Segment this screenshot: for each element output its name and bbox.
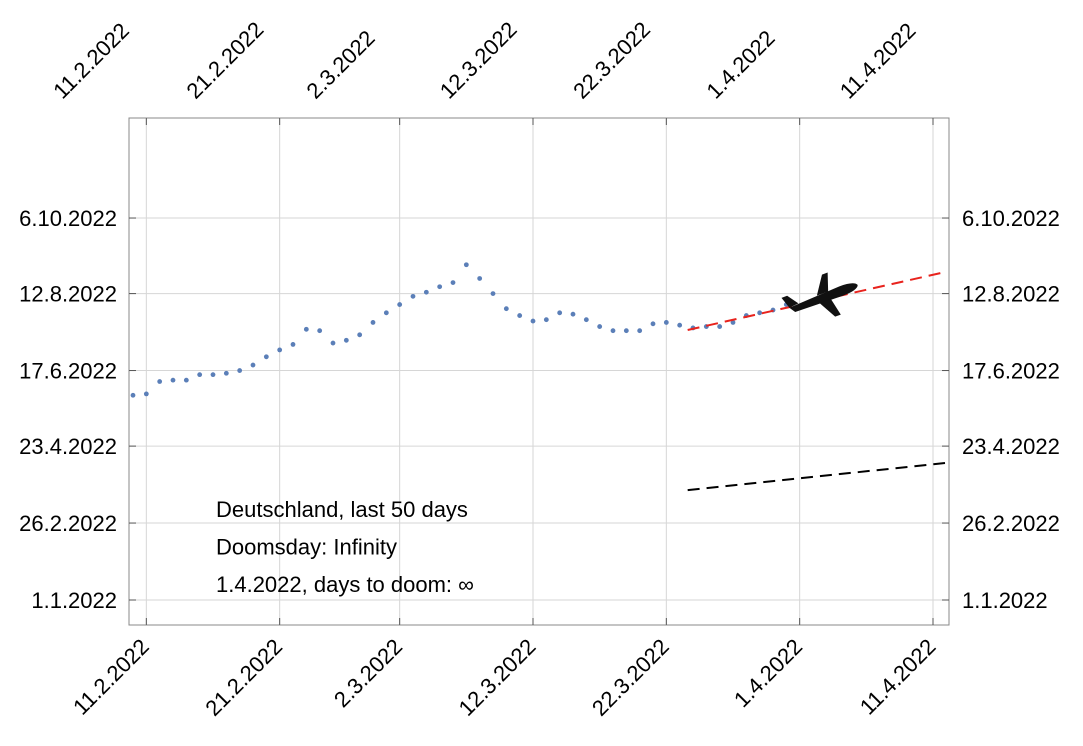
data-point (663, 320, 669, 325)
y-tick-label-right: 17.6.2022 (962, 359, 1060, 384)
x-tick-label: 2.3.2022 (329, 634, 407, 712)
data-point (130, 392, 136, 398)
data-point (490, 291, 496, 296)
x-tick-label-top: 1.4.2022 (702, 25, 780, 103)
y-tick-label-right: 6.10.2022 (962, 206, 1060, 231)
data-point (237, 368, 243, 373)
data-point (397, 302, 403, 307)
plot-frame (128, 117, 950, 626)
data-point (717, 324, 723, 329)
annotation: 1.4.2022, days to doom: ∞ (216, 572, 474, 597)
annotation: Deutschland, last 50 days (216, 497, 468, 522)
data-point (383, 310, 389, 316)
x-tick-label: 22.3.2022 (587, 634, 674, 721)
y-tick-label: 23.4.2022 (19, 434, 117, 459)
dashed-line (687, 462, 946, 492)
data-point (263, 354, 269, 360)
data-point (143, 391, 149, 397)
x-tick-label: 1.4.2022 (729, 634, 807, 712)
y-tick-label-right: 1.1.2022 (962, 588, 1048, 613)
data-point (503, 306, 509, 312)
data-point (410, 293, 416, 299)
data-point (530, 318, 536, 324)
grid (129, 118, 949, 625)
y-tick-label-right: 23.4.2022 (962, 434, 1060, 459)
data-point (730, 320, 736, 325)
data-point (183, 377, 189, 383)
data-point (303, 326, 309, 332)
data-point (343, 337, 349, 343)
x-tick-label-top: 22.3.2022 (568, 17, 655, 104)
data-point (370, 320, 376, 325)
x-tick-label-top: 11.2.2022 (48, 18, 134, 104)
data-point (463, 262, 469, 268)
data-point (477, 276, 483, 281)
data-point (570, 311, 576, 317)
x-tick-label: 11.2.2022 (68, 634, 154, 720)
x-tick-label: 12.3.2022 (454, 634, 541, 721)
x-tick-label: 21.2.2022 (200, 634, 287, 721)
data-point (423, 289, 429, 295)
data-point (557, 310, 563, 316)
y-tick-label: 1.1.2022 (31, 588, 117, 613)
data-point (543, 317, 549, 323)
data-point (517, 313, 523, 318)
y-tick-label: 6.10.2022 (19, 206, 117, 231)
y-tick-label: 17.6.2022 (19, 359, 117, 384)
labels: 11.2.2022 11.2.2022 21.2.2022 21.2.2022 2.3.… (19, 17, 1060, 721)
data-point (317, 328, 323, 334)
data-point (277, 347, 283, 353)
data-point (290, 342, 296, 347)
x-tick-label-top: 11.4.2022 (835, 18, 921, 104)
data-point (450, 280, 456, 286)
data-point (437, 284, 443, 290)
x-tick-label-top: 12.3.2022 (435, 17, 522, 104)
data-point (223, 370, 229, 376)
y-tick-label: 26.2.2022 (19, 511, 117, 536)
data-point (623, 328, 629, 334)
x-tick-label-top: 21.2.2022 (182, 17, 269, 104)
data-point (330, 340, 336, 346)
y-tick-label-right: 26.2.2022 (962, 511, 1060, 536)
data-point (583, 317, 589, 323)
data-point (597, 324, 603, 329)
y-tick-label: 12.8.2022 (19, 282, 117, 307)
data-point (170, 377, 176, 383)
data-point (757, 310, 763, 316)
x-tick-label-top: 2.3.2022 (302, 25, 380, 103)
airplane-icon (781, 272, 858, 317)
data-point (250, 362, 256, 368)
data-point (197, 372, 203, 378)
annotation: Doomsday: Infinity (216, 535, 397, 560)
data-point (357, 332, 363, 338)
data-point (210, 372, 216, 378)
marks (130, 262, 946, 492)
x-tick-label: 11.4.2022 (855, 634, 941, 720)
data-point (610, 328, 616, 334)
data-point (637, 328, 643, 334)
data-point (677, 322, 683, 328)
data-point (650, 321, 656, 327)
y-tick-label-right: 12.8.2022 (962, 282, 1060, 307)
data-point (157, 379, 163, 384)
dashed-line (687, 272, 942, 331)
